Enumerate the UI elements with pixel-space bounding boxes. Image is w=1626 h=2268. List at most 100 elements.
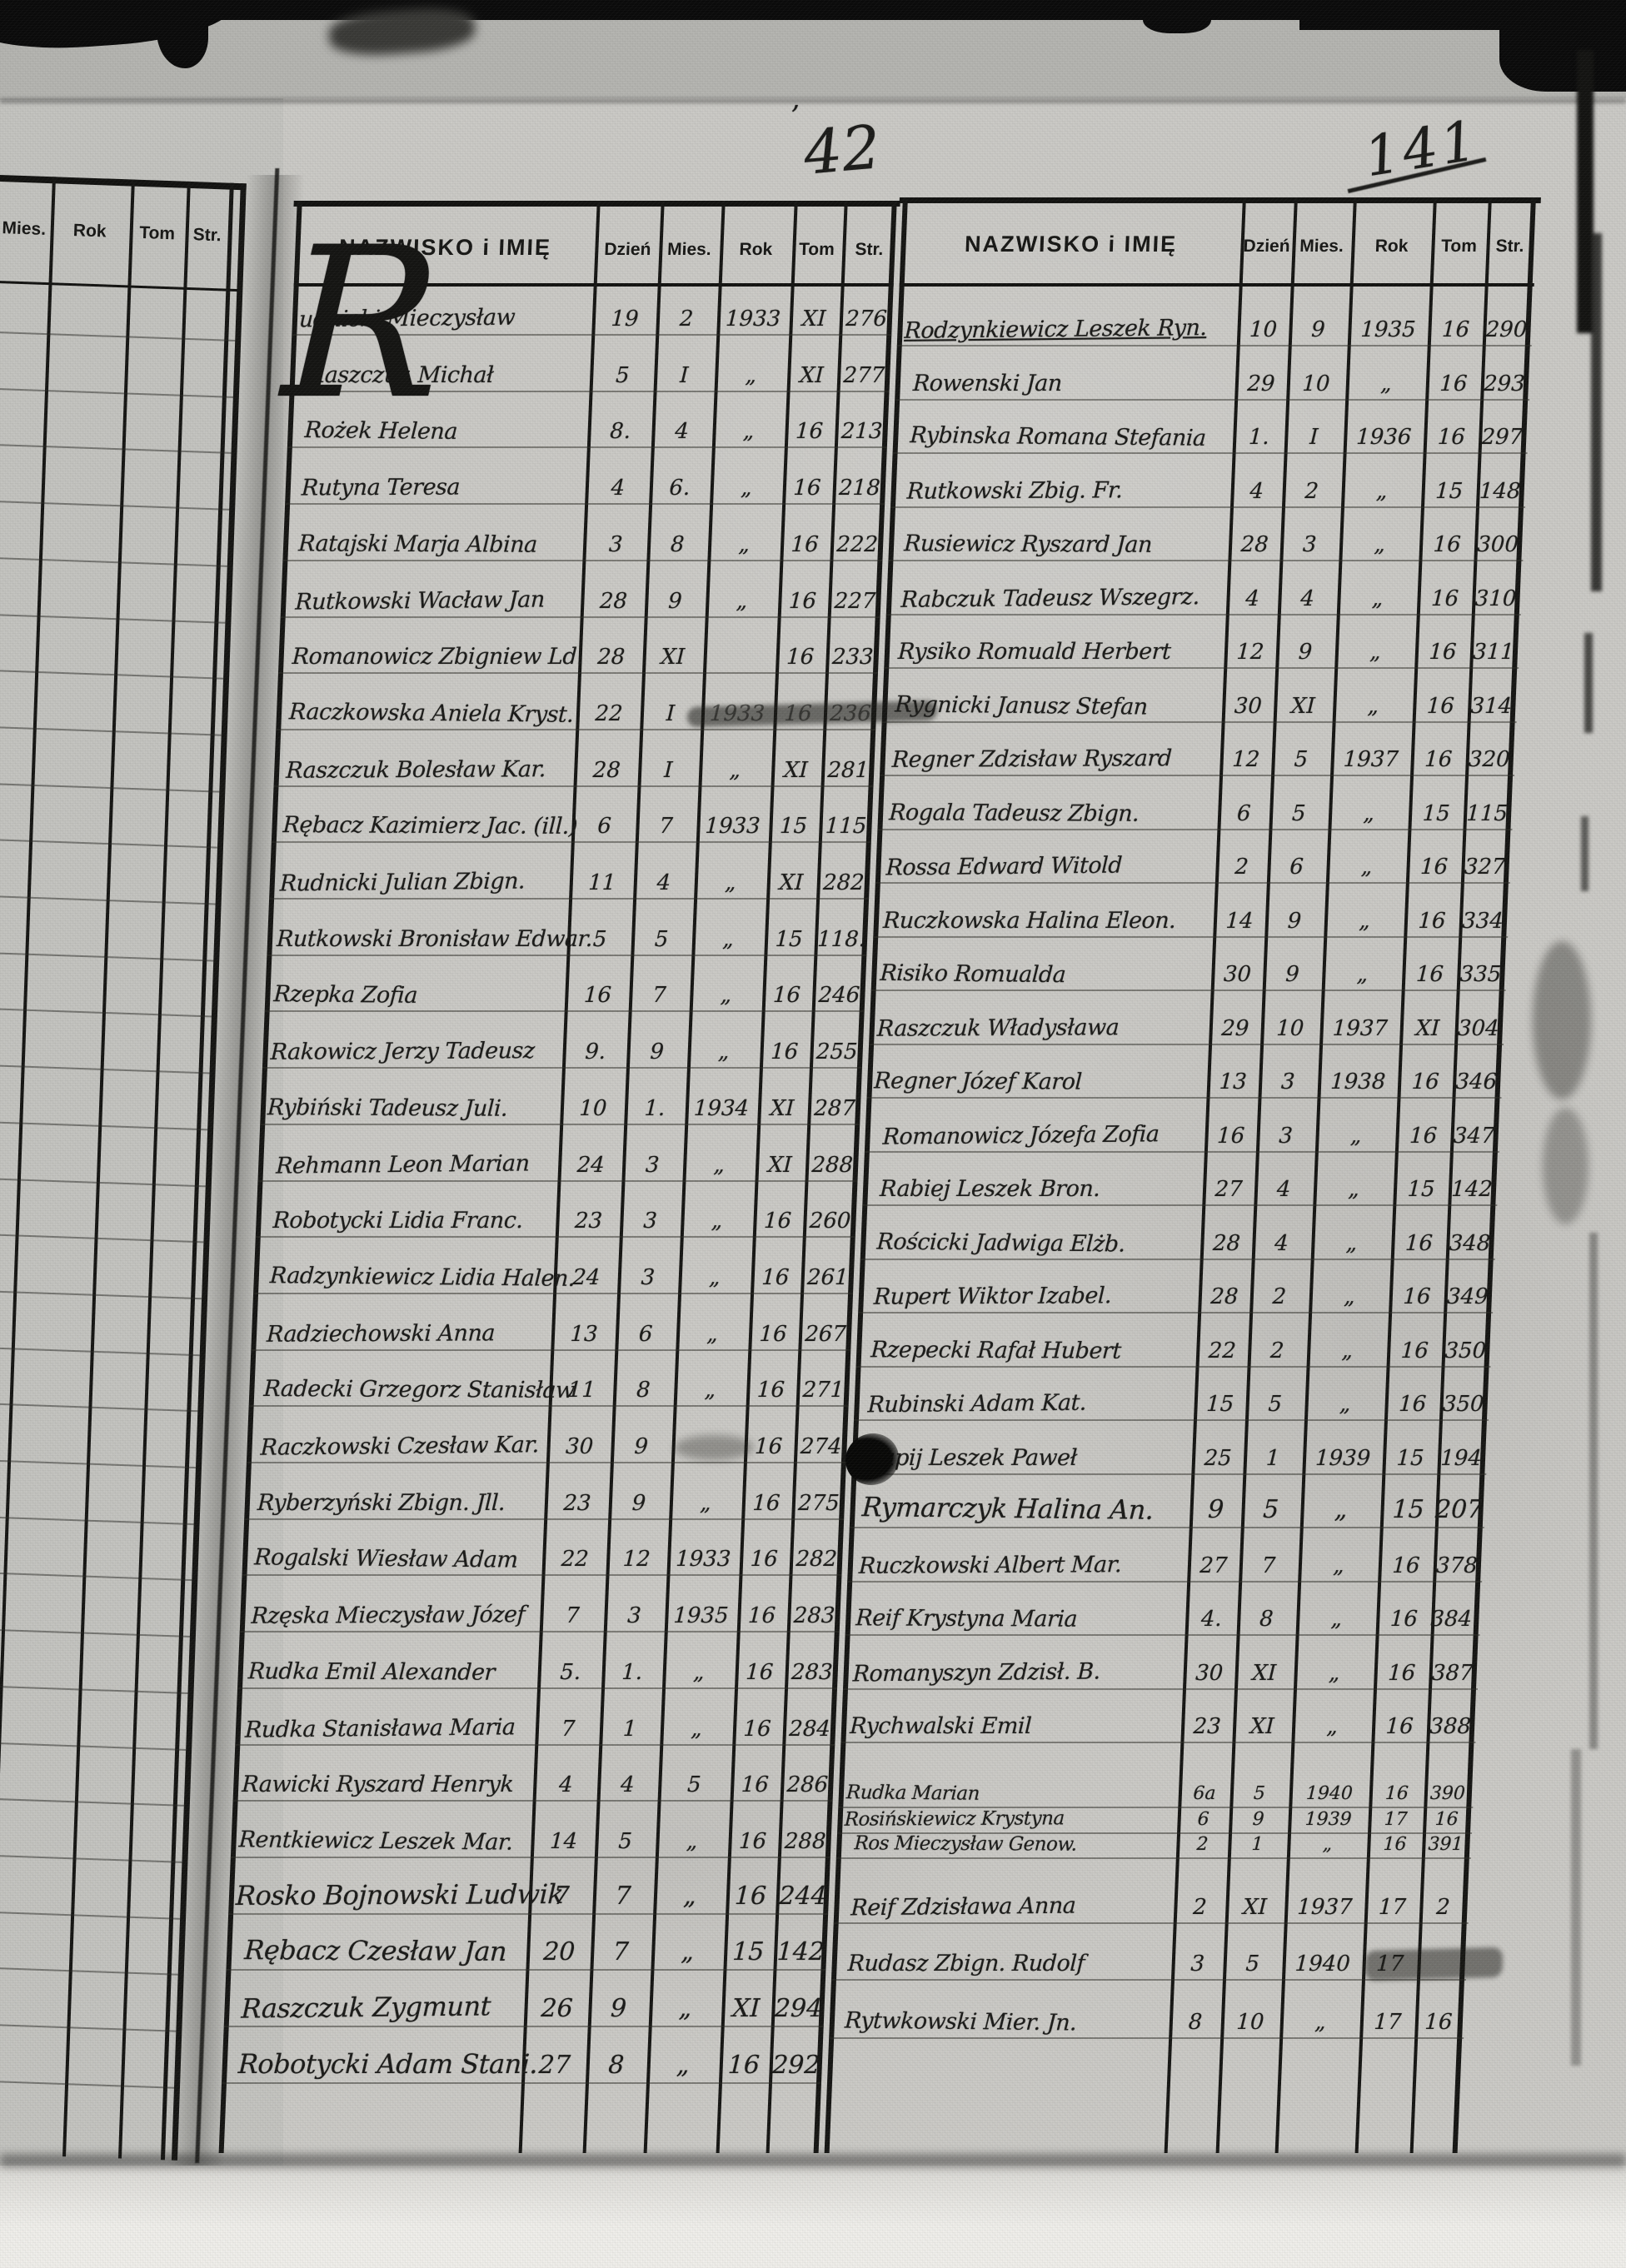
table-row: Reif Zdzisława Anna 2 XI 1937 17 2 [833, 1871, 1471, 1924]
table-row: Rodzynkiewicz Leszek Ryn. 10 9 1935 16 290 [896, 293, 1534, 346]
cell-surname-given-name: Regner Zdzisław Ryszard [891, 745, 1173, 773]
scan-background-bottom [0, 2166, 1626, 2268]
table-row: Rysiko Romuald Herbert 12 9 „ 16 311 [884, 616, 1521, 669]
table-row: Rusiewicz Ryszard Jan 28 3 „ 16 300 [888, 508, 1525, 561]
column-header-year: Rok [739, 240, 773, 259]
cell-page: 387 [1431, 1660, 1474, 1686]
cell-month: I [1309, 425, 1319, 450]
cell-surname-given-name: Raczkowski Czesław Kar. [260, 1432, 540, 1461]
cell-surname-given-name: Rościcki Jadwiga Elżb. [875, 1228, 1126, 1258]
cell-page: 347 [1453, 1123, 1496, 1149]
cell-page: 207 [1434, 1495, 1484, 1524]
cell-surname-given-name: Rabczuk Tadeusz Wszegrz. [900, 583, 1200, 613]
table-row: Romanowicz Zbigniew Ld. 28 XI 16 233 [277, 619, 880, 675]
torn-edge-blotch [1533, 941, 1591, 1099]
cell-page: 275 [797, 1490, 840, 1516]
column-header-str: Str. [1495, 237, 1524, 256]
cell-surname-given-name: Ruczkowska Halina Eleon. [882, 907, 1176, 934]
table-row: Rabiej Leszek Bron. 27 4 „ 15 142 [862, 1153, 1499, 1206]
cell-surname-given-name: Rabiej Leszek Bron. [879, 1176, 1101, 1202]
cell-month: XI [1251, 1660, 1277, 1686]
table-row: Ruczkowski Albert Mar. 27 7 „ 16 378 [847, 1528, 1484, 1583]
cell-surname-given-name: Rzepka Zofia [272, 981, 418, 1009]
cell-page: 290 [1485, 317, 1528, 342]
cell-month: 9 [1310, 317, 1326, 342]
cell-page: 194 [1439, 1445, 1483, 1471]
cell-page: 282 [822, 870, 865, 895]
table-row: Rościcki Jadwiga Elżb. 28 4 „ 16 348 [860, 1206, 1498, 1260]
table-row: Rytwkowski Mier. Jn. 8 10 „ 17 16 [829, 1986, 1466, 2039]
table-row: Rossa Edward Witold 2 6 „ 16 327 [875, 830, 1513, 884]
table-row: Rowenski Jan 29 10 „ 16 293 [895, 346, 1532, 401]
cell-page: 260 [809, 1209, 851, 1234]
cell-month: 1 [1265, 1445, 1280, 1471]
cell-surname-given-name: Rutkowski Zbig. Fr. [906, 476, 1123, 505]
table-row: Romanyszyn Zdzisł. B. 30 XI „ 16 387 [842, 1636, 1480, 1690]
left-record-table: NAZWISKO i IMIĘ Dzień Mies. Rok Tom Str. udnic… [218, 201, 938, 2156]
table-row: Ros Mieczysław Genow. 2 1 „ 16 391 [835, 1822, 1473, 1859]
cell-page: 233 [831, 645, 875, 670]
table-row: Rzepecki Rafał Hubert 22 2 „ 16 350 [855, 1313, 1494, 1368]
table-row: Rupert Wiktor Izabel. 28 2 „ 16 349 [858, 1260, 1495, 1313]
cell-surname-given-name: Robotycki Lidia Franc. [272, 1208, 524, 1234]
cell-surname-given-name: Ratajski Marja Albina [297, 531, 538, 558]
cell-surname-given-name: Romanyszyn Zdzisł. B. [852, 1657, 1101, 1687]
column-header-str: Str. [855, 240, 884, 259]
column-header-year: Rok [1374, 237, 1409, 256]
cell-page: 384. [1429, 1607, 1479, 1632]
cell-surname-given-name: Raszczuk Władysława [876, 1014, 1120, 1042]
cell-page: 2 [1435, 1895, 1451, 1920]
cell-month: 3 [1280, 1069, 1296, 1094]
cell-surname-given-name: Reif Zdzisława Anna [850, 1892, 1076, 1922]
cell-page: 277 [842, 362, 885, 388]
cell-month: 5 [1262, 1495, 1279, 1524]
cell-page: 297 [1480, 425, 1524, 450]
table-row: Risiko Romualda 30 9 „ 16 335 [870, 938, 1509, 991]
cell-page: 213 [840, 419, 884, 445]
cell-page: 142 [1450, 1177, 1494, 1202]
cell-surname-given-name: Raczkowska Aniela Kryst. [288, 699, 575, 728]
table-row: Radziechowski Anna 13 6 „ 16 267 [251, 1295, 853, 1351]
cell-surname-given-name: Radziechowski Anna [266, 1319, 496, 1348]
cell-page: 218 [838, 476, 881, 501]
cell-month: XI [1242, 1895, 1268, 1920]
table-row: Rudasz Zbign. Rudolf35194017 [830, 1927, 1504, 1981]
cell-surname-given-name: Rogalski Wiesław Adam [253, 1544, 519, 1574]
cell-surname-given-name: Rusiewicz Ryszard Jan [903, 531, 1153, 558]
cell-surname-given-name: Rowenski Jan [912, 370, 1063, 396]
cell-page: 314 [1469, 693, 1513, 719]
cell-page: 222 [835, 531, 879, 557]
cell-page: 281 [826, 757, 870, 783]
torn-edge-streak [1571, 1749, 1581, 2066]
cell-month: 5 [1267, 1392, 1283, 1417]
cell-month: XI [1249, 1714, 1275, 1739]
cell-surname-given-name: Rawicki Ryszard Henryk [241, 1772, 514, 1798]
table-row: Rybiński Tadeusz Juli. 10 1. 1934 XI 287 [260, 1069, 862, 1125]
cell-page: 350 [1444, 1338, 1487, 1363]
table-row: Rzepka Zofia 16 7 „ 16 246 [264, 957, 867, 1013]
cell-surname-given-name: Romanowicz Józefa Zofia [882, 1120, 1160, 1150]
table-row: Rutkowski Wacław Jan 28 9 „ 16 227 [280, 562, 883, 618]
cell-surname-given-name: Rudasz Zbign. Rudolf [847, 1951, 1085, 1976]
table-row: Rutkowski Bronisław Edwar. 5 5 „ 15 118. [267, 900, 869, 956]
cell-page: 388 [1429, 1714, 1472, 1739]
cell-surname-given-name: Rybiński Tadeusz Juli. [267, 1094, 508, 1122]
cell-surname-given-name: Rzęska Mieczysław Józef [250, 1602, 526, 1629]
cell-surname-given-name: Rzepecki Rafał Hubert [870, 1336, 1122, 1364]
cell-month: 9 [1284, 962, 1300, 987]
cell-month: XI [1290, 693, 1316, 719]
table-row: Rubinski Adam Kat. 15 5 „ 16 350 [853, 1368, 1491, 1421]
cell-surname-given-name: Rybinska Romana Stefania [909, 422, 1207, 451]
cell-page: 348 [1449, 1230, 1491, 1256]
cell-page: 391 [1427, 1834, 1464, 1855]
table-row: Radecki Grzegorz Stanisław 11 8 „ 16 271 [248, 1352, 851, 1408]
cell-surname-given-name: Rosko Bojnowski Ludwik [235, 1877, 564, 1912]
cell-page: 293 [1483, 371, 1526, 396]
table-row: Regner Zdzisław Ryszard 12 5 1937 16 320 [880, 723, 1517, 776]
cell-surname-given-name: Raszczuk Bolesław Kar. [285, 755, 546, 784]
right-record-table: NAZWISKO i IMIĘ Dzień Mies. Rok Tom Str. Rodzy… [824, 197, 1541, 2156]
page-number-center: 42 [801, 112, 884, 188]
cell-surname-given-name: Rutkowski Wacław Jan [294, 586, 546, 616]
cell-page: 115 [825, 814, 867, 840]
table-row: Robotycki Adam Stani. 27 8 „ 16 292 [221, 2028, 824, 2084]
